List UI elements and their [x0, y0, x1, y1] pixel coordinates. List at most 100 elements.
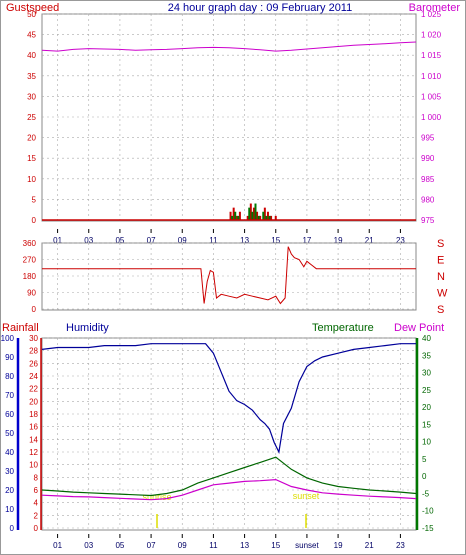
temperature-tick-label: 20	[422, 403, 431, 412]
humidity-tick-label: 100	[1, 334, 15, 343]
wind-bars	[229, 203, 277, 220]
direction-letter: E	[437, 255, 444, 267]
x-tick-label: 13	[240, 541, 249, 550]
rain-tick-label: 22	[29, 385, 38, 394]
barometer-tick-label: 990	[421, 154, 435, 163]
rainfall-label: Rainfall	[2, 322, 39, 334]
barometer-tick-label: 975	[421, 216, 435, 225]
humidity-tick-label: 40	[5, 448, 14, 457]
x-tick-label: 19	[334, 541, 343, 550]
barometer-label: Barometer	[409, 2, 461, 14]
direction-tick-label: 270	[23, 256, 37, 265]
temperature-tick-label: -10	[422, 507, 434, 516]
x-tick-label: 03	[84, 541, 93, 550]
gust-tick-label: 15	[27, 154, 36, 163]
gust-bar	[266, 211, 269, 220]
humidity-label: Humidity	[66, 322, 109, 334]
x-tick-label: 23	[396, 541, 405, 550]
temperature-tick-label: 30	[422, 369, 431, 378]
wind-bar	[234, 211, 237, 220]
barometer-tick-label: 1 010	[421, 72, 442, 81]
gust-tick-label: 40	[27, 51, 36, 60]
rain-tick-label: 8	[34, 473, 39, 482]
panel-top-left-axis: 0 5 10 15 20 25 30 35 40 45 50	[27, 10, 36, 225]
rain-tick-label: 28	[29, 347, 38, 356]
direction-letter: S	[437, 238, 444, 250]
panel-bottom-x-axis: 01 03 05 07 09 11 13 15 sunset 19 21 23	[53, 534, 405, 550]
rain-tick-label: 14	[29, 435, 38, 444]
gust-tick-label: 50	[27, 10, 36, 19]
x-tick-label: sunset	[295, 541, 319, 550]
gust-bar	[229, 211, 232, 220]
rain-tick-label: 10	[29, 461, 38, 470]
barometer-tick-label: 995	[421, 134, 435, 143]
rain-tick-label: 12	[29, 448, 38, 457]
x-tick-label: 05	[115, 236, 124, 245]
humidity-tick-label: 10	[5, 505, 14, 514]
temperature-tick-label: 5	[422, 455, 427, 464]
barometer-tick-label: 1 005	[421, 92, 442, 101]
gust-bar	[249, 203, 252, 220]
x-tick-label: 15	[271, 541, 280, 550]
gust-bar	[259, 215, 262, 220]
barometer-tick-label: 1 015	[421, 51, 442, 60]
x-tick-label: 07	[147, 236, 156, 245]
temperature-tick-label: 25	[422, 386, 431, 395]
wind-direction-line	[42, 246, 416, 305]
rain-tick-label: 18	[29, 410, 38, 419]
rain-tick-label: 26	[29, 359, 38, 368]
temperature-tick-label: 0	[422, 472, 427, 481]
x-tick-label: 19	[334, 236, 343, 245]
x-tick-label: 01	[53, 541, 62, 550]
x-tick-label: 17	[302, 236, 311, 245]
temperature-tick-label: 10	[422, 438, 431, 447]
gust-bar	[263, 207, 266, 220]
humidity-tick-label: 0	[10, 524, 15, 533]
wind-bar	[262, 211, 265, 220]
x-tick-label: 13	[240, 236, 249, 245]
temperature-axis: -15 -10 -5 0 5 10 15 20 25 30 35 40	[422, 334, 434, 533]
x-tick-label: 09	[178, 236, 187, 245]
barometer-line	[41, 41, 417, 52]
temperature-tick-label: -5	[422, 489, 430, 498]
gust-bar	[274, 215, 277, 220]
gust-bar	[232, 207, 235, 220]
temperature-tick-label: 15	[422, 420, 431, 429]
barometer-tick-label: 1 000	[421, 113, 442, 122]
x-tick-label: 01	[53, 236, 62, 245]
barometer-tick-label: 985	[421, 175, 435, 184]
sunrise-label: sunrise	[142, 492, 171, 502]
humidity-tick-label: 60	[5, 410, 14, 419]
temperature-line	[41, 456, 417, 497]
humidity-tick-label: 20	[5, 486, 14, 495]
rain-tick-label: 4	[34, 499, 39, 508]
x-tick-label: 05	[115, 541, 124, 550]
gust-tick-label: 25	[27, 113, 36, 122]
temperature-label: Temperature	[312, 322, 374, 334]
wind-bar	[268, 215, 271, 220]
direction-letter: N	[437, 271, 445, 283]
gust-bar	[235, 215, 238, 220]
humidity-tick-label: 90	[5, 353, 14, 362]
wind-bar	[254, 203, 257, 220]
wind-bar	[257, 215, 260, 220]
gust-tick-label: 20	[27, 134, 36, 143]
humidity-line	[41, 343, 416, 454]
panel-top-right-axis: 975 980 985 990 995 1 000 1 005 1 010 1 015 1 020…	[421, 10, 442, 225]
rain-tick-label: 2	[34, 511, 39, 520]
x-tick-label: 03	[84, 236, 93, 245]
direction-tick-label: 90	[27, 289, 36, 298]
panel-top-x-axis: 01 03 05 07 09 11 13 15 17 19 21 23	[53, 229, 405, 245]
gust-bar	[252, 207, 255, 220]
x-tick-label: 11	[209, 541, 218, 550]
rain-tick-label: 0	[34, 524, 39, 533]
dewpoint-line	[41, 478, 417, 501]
temperature-tick-label: -15	[422, 524, 434, 533]
